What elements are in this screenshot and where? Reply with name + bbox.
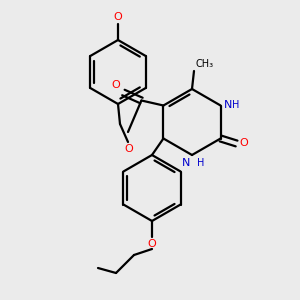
Text: CH₃: CH₃ — [195, 59, 213, 69]
Text: N: N — [182, 158, 190, 168]
Text: O: O — [114, 12, 122, 22]
Text: H: H — [197, 158, 204, 168]
Text: O: O — [124, 144, 134, 154]
Text: O: O — [240, 139, 248, 148]
Text: H: H — [232, 100, 239, 110]
Text: O: O — [148, 239, 156, 249]
Text: O: O — [112, 80, 120, 91]
Text: N: N — [224, 100, 232, 110]
